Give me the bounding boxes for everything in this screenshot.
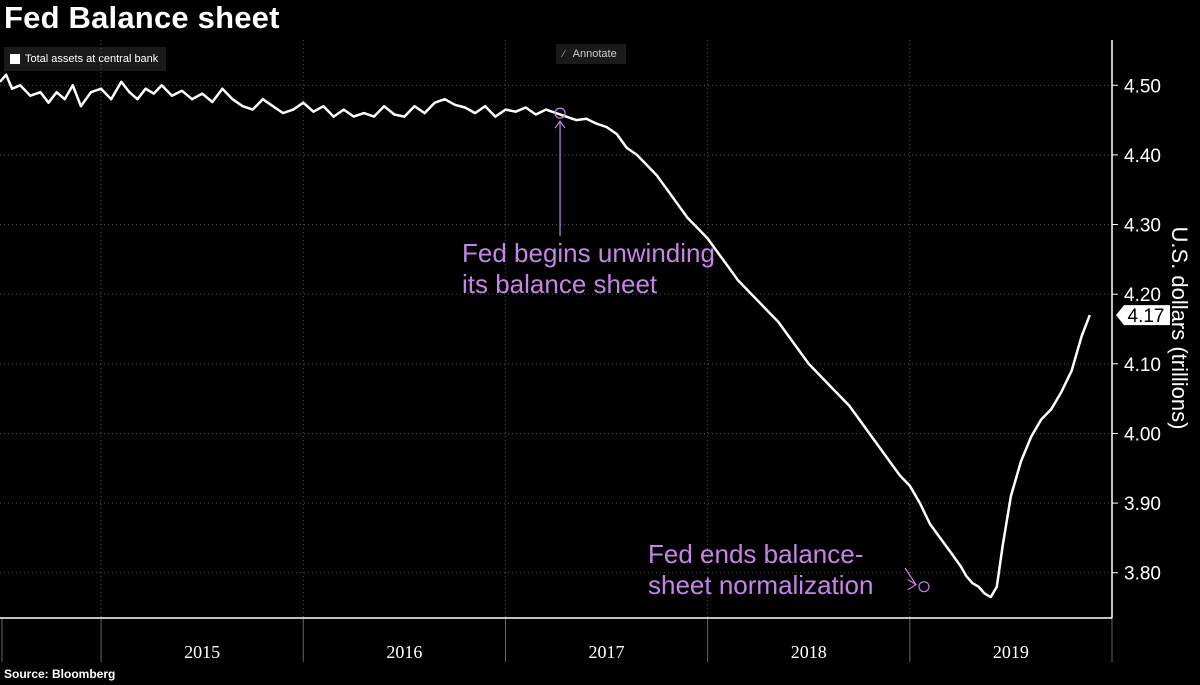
annotate-label: Annotate [572,48,617,60]
annotation-unwinding-marker [554,107,566,119]
annotation-unwinding-text: Fed begins unwinding its balance sheet [462,238,715,300]
legend-label: Total assets at central bank [25,53,159,65]
y-axis-title: U.S. dollars (trillions) [1167,227,1192,430]
x-tick-label: 2018 [791,642,827,662]
y-tick-label: 4.10 [1124,355,1161,376]
y-tick-label: 3.80 [1124,564,1161,585]
x-tick-label: 2019 [993,642,1029,662]
last-value-tag [1116,305,1170,326]
legend[interactable]: Total assets at central bank [4,47,167,71]
legend-swatch [10,54,20,64]
source-note: Source: Bloomberg [4,667,116,681]
annotation-unwinding-line2: its balance sheet [462,269,658,299]
y-tick-label: 4.50 [1124,76,1161,97]
x-tick-label: 2015 [184,642,220,662]
x-tick-label: 2016 [386,642,422,662]
annotation-normalization-text: Fed ends balance- sheet normalization [648,539,873,601]
series-line [0,73,1091,599]
annotation-unwinding-arrowhead [554,120,566,129]
annotation-normalization-arrowhead [907,579,918,591]
x-tick-label: 2017 [589,642,625,662]
y-tick-label: 4.30 [1124,216,1161,237]
chart-title: Fed Balance sheet [4,0,280,35]
annotation-normalization-line2: sheet normalization [648,570,874,600]
annotate-button[interactable]: ∕ Annotate [556,44,626,64]
annotation-normalization-arrow [904,567,917,585]
last-value-label: 4.17 [1128,306,1165,327]
y-tick-label: 4.00 [1124,424,1161,445]
pencil-icon: ∕ [563,48,565,60]
y-tick-label: 4.20 [1124,285,1161,306]
annotation-unwinding-line1: Fed begins unwinding [462,238,715,268]
annotation-normalization-marker [918,581,930,593]
y-tick-label: 4.40 [1124,146,1161,167]
annotation-normalization-line1: Fed ends balance- [648,539,864,569]
y-tick-label: 3.90 [1124,494,1161,515]
